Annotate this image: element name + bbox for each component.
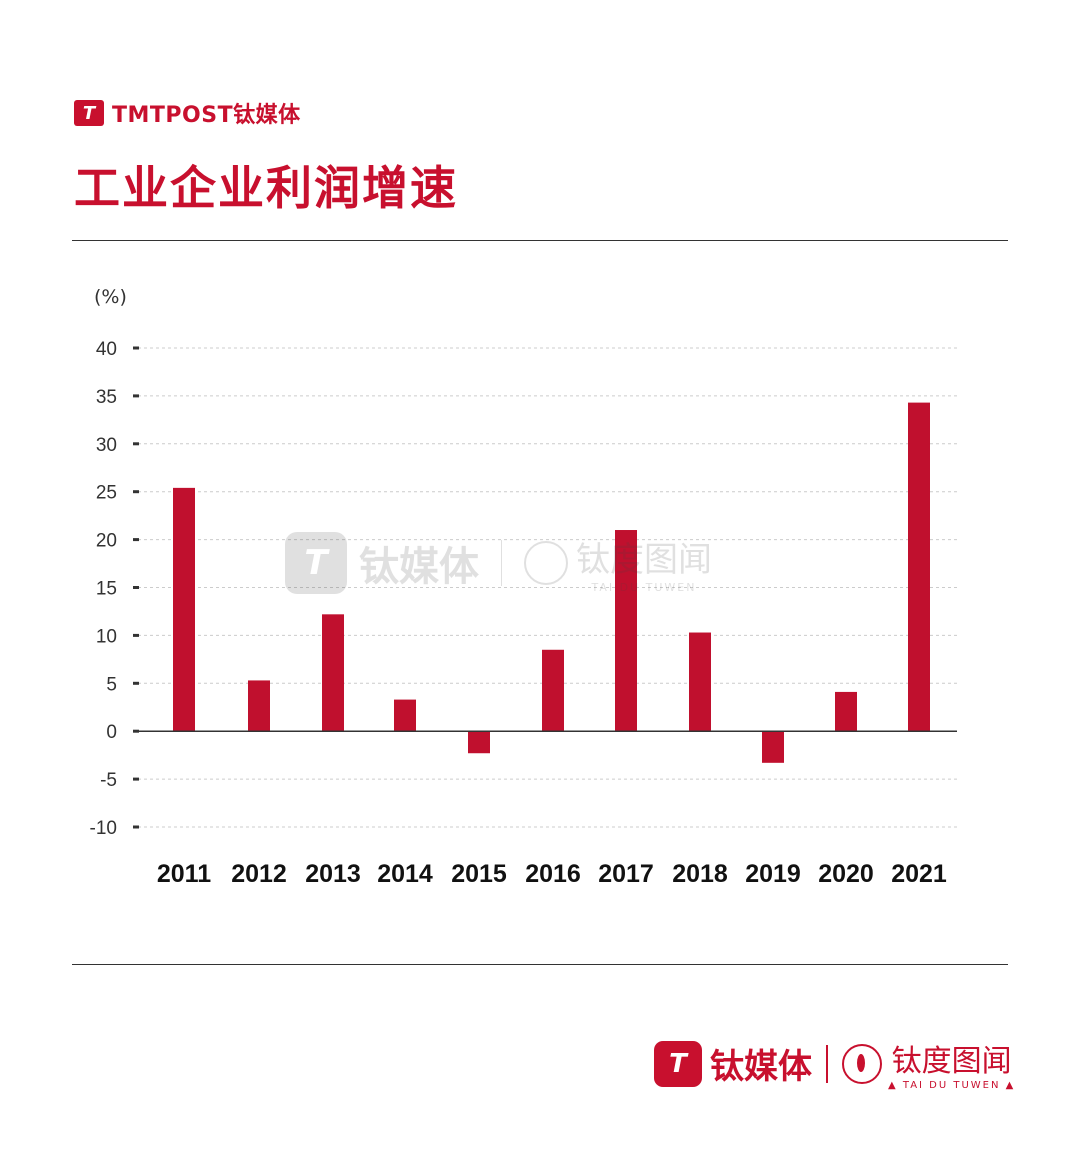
- watermark-logo-icon: T: [285, 532, 347, 594]
- x-tick-label: 2018: [672, 860, 728, 888]
- y-tick-label: 40: [96, 339, 117, 360]
- footer-column-name-en: ▲ TAI DU TUWEN ▲: [888, 1080, 1016, 1091]
- bar-2014: [394, 699, 416, 732]
- y-tick-label: 15: [96, 579, 117, 600]
- x-tick-label: 2013: [305, 860, 361, 888]
- x-tick-label: 2020: [818, 860, 874, 888]
- watermark-column-name: 钛度图闻: [576, 540, 712, 580]
- tmtpost-logo-icon: T: [74, 100, 104, 126]
- bottom-divider: [72, 964, 1008, 965]
- y-tick-label: 10: [96, 626, 117, 647]
- y-tick-label: 30: [96, 435, 117, 456]
- footer-column-name: 钛度图闻: [891, 1044, 1012, 1079]
- top-divider: [72, 240, 1008, 241]
- x-tick-label: 2012: [231, 860, 287, 888]
- y-tick-label: 25: [96, 483, 117, 504]
- y-tick-label: 20: [96, 531, 117, 552]
- footer-brand-text: 钛媒体: [710, 1047, 812, 1087]
- footer-logo-icon: T: [654, 1040, 702, 1087]
- x-tick-label: 2021: [891, 860, 947, 888]
- x-tick-label: 2015: [451, 860, 507, 888]
- bar-2017: [615, 530, 637, 732]
- x-tick-label: 2019: [745, 860, 801, 888]
- bar-2020: [835, 691, 857, 732]
- watermark-divider: [501, 540, 502, 586]
- chart-title: 工业企业利润增速: [74, 161, 458, 215]
- y-tick-label: 0: [106, 722, 117, 743]
- x-tick-label: 2016: [525, 860, 581, 888]
- footer-divider: [826, 1044, 828, 1083]
- y-tick-label: 35: [96, 387, 117, 408]
- footer-logo: T 钛媒体 钛度图闻 ▲ TAI DU TUWEN ▲: [654, 1036, 1015, 1091]
- watermark-brand-text: 钛媒体: [359, 544, 479, 590]
- x-tick-label: 2014: [377, 860, 433, 888]
- y-tick-label: -10: [90, 818, 117, 839]
- bar-2012: [248, 680, 270, 732]
- bar-2011: [173, 487, 195, 732]
- y-tick-label: -5: [100, 770, 117, 791]
- y-axis-unit: (%): [94, 286, 127, 308]
- watermark-eye-icon: [524, 541, 568, 585]
- x-tick-label: 2017: [598, 860, 654, 888]
- footer-eye-icon: [842, 1043, 882, 1084]
- bar-2021: [908, 402, 930, 732]
- bar-2019: [762, 731, 784, 763]
- watermark-column-name-en: TAI DU TUWEN: [591, 581, 697, 594]
- brand-logo: T TMTPOST钛媒体: [74, 96, 301, 130]
- x-tick-label: 2011: [157, 860, 211, 888]
- bar-2013: [322, 614, 344, 732]
- y-tick-label: 5: [106, 674, 117, 695]
- bar-2016: [542, 649, 564, 732]
- bar-2018: [689, 632, 711, 732]
- bar-2015: [468, 731, 490, 754]
- brand-name: TMTPOST钛媒体: [112, 103, 301, 128]
- watermark: T 钛媒体 钛度图闻 TAI DU TUWEN: [285, 532, 712, 594]
